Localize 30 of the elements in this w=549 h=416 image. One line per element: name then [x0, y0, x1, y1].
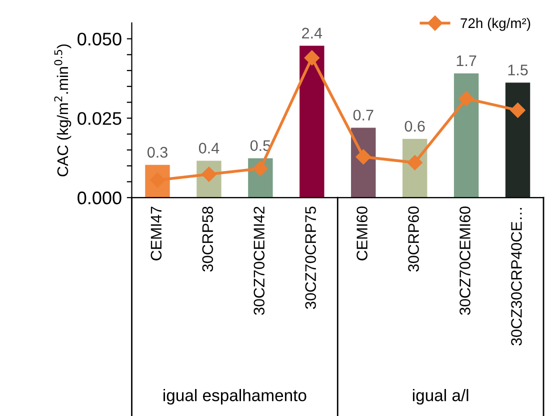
x-tick-label: 30CZ70CEMI60	[460, 206, 470, 315]
bar	[505, 82, 530, 198]
y-tick-label: 0.000	[78, 192, 122, 204]
data-label: 0.4	[198, 142, 220, 154]
legend-label: 72h (kg/m²)	[460, 18, 530, 31]
point	[252, 160, 268, 176]
point	[458, 91, 474, 106]
bar	[454, 73, 479, 198]
data-label: 0.6	[404, 120, 425, 132]
x-tick-label: 30CRP58	[202, 206, 214, 272]
data-label: 1.7	[456, 56, 476, 66]
data-label: 2.4	[302, 28, 322, 38]
point	[304, 50, 320, 66]
data-label: 1.5	[508, 64, 528, 76]
x-tick-label: CEMI60	[356, 206, 368, 260]
point	[510, 102, 526, 118]
y-axis-title: CAC (kg/m$^{2}$.min$^{0.5}$)	[54, 44, 72, 176]
data-label: 0.3	[147, 146, 168, 158]
x-tick-label: 30CRP60	[408, 206, 419, 272]
y-tick-label: 0.025	[78, 112, 122, 125]
x-tick-label: 30CZ70CRP75	[305, 206, 316, 309]
text: igual espalhamento	[164, 389, 306, 405]
x-tick-label: 30CZ70CEMI42	[254, 206, 265, 315]
data-label: 0.7	[353, 110, 374, 121]
point	[356, 149, 371, 164]
bar	[300, 46, 324, 198]
text: igual a/l	[412, 389, 468, 405]
x-tick-label: CEMI47	[150, 206, 162, 260]
y-tick-label: 0.050	[78, 32, 122, 46]
x-tick-label: 30CZ30CRP40CE…	[511, 208, 522, 346]
